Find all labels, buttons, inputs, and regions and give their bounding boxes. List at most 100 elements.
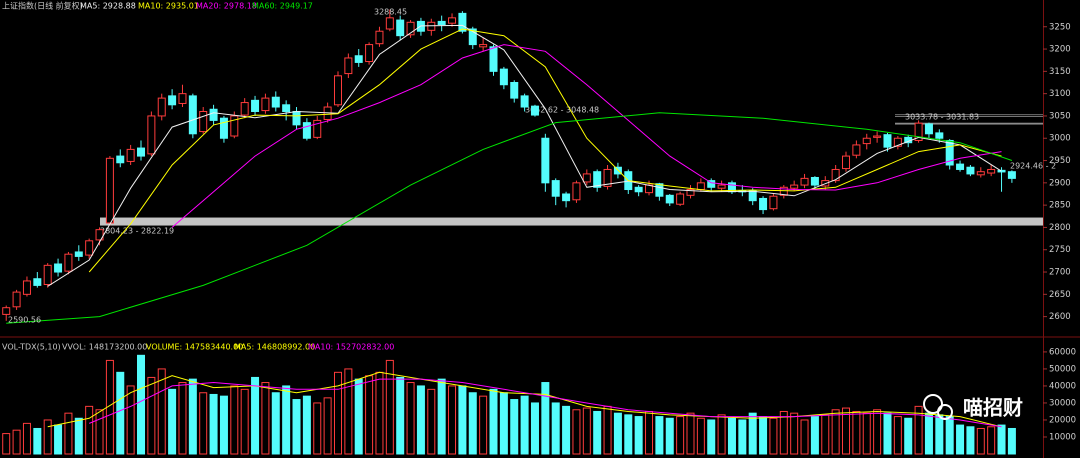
- candle-body: [199, 110, 208, 133]
- volume-bar: [147, 376, 156, 455]
- candle-body: [302, 122, 311, 139]
- volume-bar: [22, 422, 31, 455]
- y-tick-label: 2900: [1049, 178, 1071, 188]
- candle-body: [344, 57, 353, 75]
- volume-bar: [1007, 427, 1016, 455]
- candle-body: [935, 132, 944, 139]
- volume-bar: [427, 388, 436, 455]
- volume-bar: [966, 426, 975, 455]
- volume-bar: [883, 412, 892, 455]
- legend-entry: MA60: 2949.17: [252, 2, 313, 11]
- volume-bar: [520, 395, 529, 455]
- candle-body: [665, 194, 674, 204]
- candle-body: [95, 229, 104, 241]
- level-label: 3033.78 - 3031.83: [905, 113, 979, 122]
- volume-bar: [344, 368, 353, 455]
- volume-bar: [862, 412, 871, 455]
- volume-bar: [582, 407, 591, 455]
- candle-body: [479, 44, 488, 48]
- volume-bar: [976, 427, 985, 455]
- candle-body: [987, 168, 996, 174]
- candle-body: [365, 44, 374, 63]
- candle-body: [240, 102, 249, 116]
- volume-bar: [613, 412, 622, 455]
- chart-title: 上证指数(日线 前复权): [2, 1, 83, 11]
- volume-bar: [178, 382, 187, 455]
- y-tick-label: 3150: [1049, 67, 1071, 77]
- volume-bar: [168, 388, 177, 455]
- volume-bar: [219, 395, 228, 455]
- volume-bar: [137, 354, 146, 455]
- volume-bar: [924, 412, 933, 455]
- candle-body: [375, 30, 384, 45]
- candle-body: [530, 105, 539, 116]
- candle-body: [655, 183, 664, 197]
- y-tick-label: 2700: [1049, 268, 1071, 278]
- candle-body: [458, 12, 467, 32]
- volume-bar: [479, 395, 488, 455]
- candle-body: [769, 195, 778, 210]
- volume-bar: [271, 392, 280, 455]
- candle-body: [126, 148, 135, 162]
- y-tick-label: 2850: [1049, 201, 1071, 211]
- legend-entry: MA10: 152702832.00: [308, 343, 394, 352]
- candle-body: [261, 97, 270, 112]
- candle-body: [74, 251, 83, 257]
- candle-body: [1007, 171, 1016, 179]
- volume-bar: [759, 416, 768, 455]
- candle-body: [707, 180, 716, 188]
- volume-bar: [126, 385, 135, 455]
- volume-bar: [199, 392, 208, 455]
- volume-bar: [365, 375, 374, 455]
- y-tick-label: 3100: [1049, 89, 1071, 99]
- candle-body: [676, 193, 685, 205]
- volume-bar: [499, 392, 508, 455]
- volume-bar: [209, 393, 218, 455]
- candle-body: [551, 180, 560, 197]
- y-tick-label: 2600: [1049, 312, 1071, 322]
- candle-body: [468, 28, 477, 46]
- candle-body: [406, 21, 415, 36]
- volume-bar: [676, 416, 685, 455]
- volume-bar: [292, 399, 301, 455]
- volume-bar: [33, 427, 42, 455]
- volume-bar: [85, 405, 94, 455]
- candle-body: [427, 21, 436, 31]
- candle-body: [562, 193, 571, 202]
- candle-body: [541, 137, 550, 184]
- candle-body: [582, 173, 591, 183]
- y-tick-label: 40000: [1049, 381, 1076, 391]
- volume-bar: [230, 385, 239, 455]
- volume-bar: [458, 385, 467, 455]
- candle-body: [873, 135, 882, 138]
- price-annotation: 3288.45: [374, 8, 407, 17]
- candle-body: [271, 96, 280, 108]
- candle-body: [219, 117, 228, 139]
- volume-bar: [74, 417, 83, 455]
- candle-body: [852, 144, 861, 156]
- volume-bar: [634, 416, 643, 455]
- volume-bar: [468, 392, 477, 455]
- volume-bar: [821, 414, 830, 455]
- candle-body: [147, 115, 156, 155]
- volume-bar: [987, 426, 996, 455]
- candle-body: [2, 307, 11, 315]
- volume-bar: [593, 410, 602, 455]
- volume-bar: [738, 419, 747, 455]
- candle-body: [489, 46, 498, 72]
- volume-bar: [800, 419, 809, 455]
- volume-bar: [43, 419, 52, 455]
- candle-body: [385, 17, 394, 30]
- y-tick-label: 2750: [1049, 245, 1071, 255]
- candle-body: [43, 264, 52, 286]
- volume-bar: [707, 419, 716, 455]
- candle-body: [696, 182, 705, 191]
- y-tick-label: 3250: [1049, 22, 1071, 32]
- candle-body: [510, 82, 519, 99]
- volume-bar: [302, 395, 311, 455]
- candle-body: [800, 177, 809, 186]
- volume-bar: [997, 424, 1006, 455]
- candle-body: [603, 168, 612, 187]
